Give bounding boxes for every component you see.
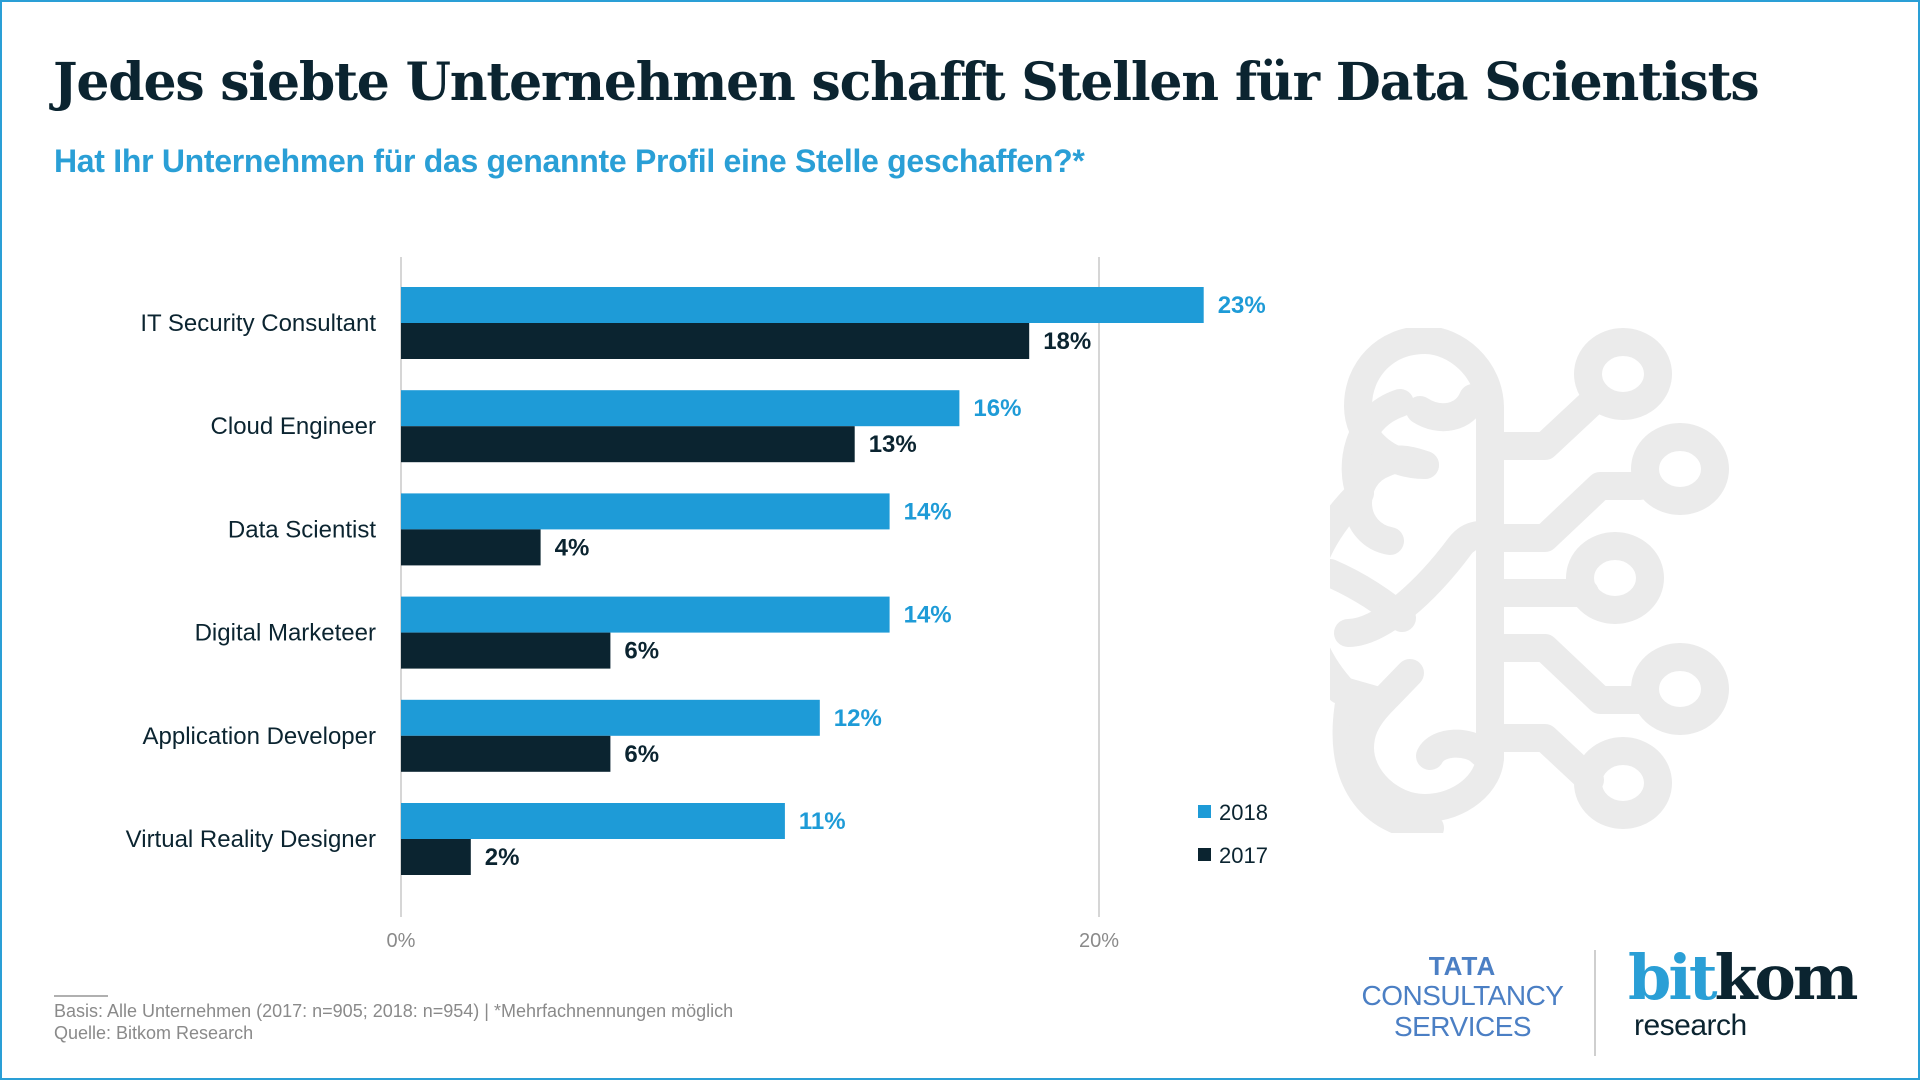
bar-2018	[401, 287, 1204, 323]
value-label-2017: 6%	[624, 638, 659, 665]
bar-2018	[401, 803, 785, 839]
bar-2017	[401, 426, 855, 463]
bar-2018	[401, 596, 890, 633]
bitkom-logo-kom: kom	[1714, 941, 1859, 1014]
tcs-logo-services: SERVICES	[1393, 1011, 1532, 1042]
tick-label-0: 0%	[387, 930, 416, 952]
bitkom-logo-bit: bit	[1628, 941, 1718, 1014]
category-label: Application Developer	[143, 723, 376, 750]
labels-layer: 0% 20% IT Security Consultant 23% 18% Cloud E…	[126, 292, 1266, 952]
footer-source: Quelle: Bitkom Research	[54, 1023, 254, 1043]
value-label-2018: 14%	[904, 498, 952, 525]
value-label-2018: 16%	[973, 395, 1021, 422]
legend-swatch-2018	[1198, 805, 1211, 818]
chart-title: Jedes siebte Unternehmen schafft Stellen…	[53, 52, 1760, 113]
bar-2017	[401, 632, 611, 669]
bar-2017	[401, 529, 541, 566]
value-label-2017: 4%	[555, 534, 590, 561]
tick-label-20: 20%	[1079, 930, 1119, 952]
bitkom-research-logo: bitkom research	[1628, 946, 1858, 1042]
bar-2017	[401, 839, 471, 875]
category-label: Virtual Reality Designer	[126, 826, 376, 853]
category-label: Data Scientist	[228, 516, 376, 543]
brain-circuit-icon	[1330, 328, 1729, 833]
bar-2018	[401, 390, 960, 427]
tcs-logo-consultancy: CONSULTANCY	[1361, 980, 1564, 1011]
bar-2017	[401, 323, 1030, 359]
tcs-logo-tata: TATA	[1428, 951, 1497, 981]
footer-note: Basis: Alle Unternehmen (2017: n=905; 20…	[54, 1001, 734, 1021]
bars-layer	[401, 287, 1204, 875]
value-label-2017: 13%	[869, 431, 917, 458]
chart-subtitle: Hat Ihr Unternehmen für das genannte Pro…	[54, 143, 1085, 179]
value-label-2018: 14%	[904, 602, 952, 629]
tcs-logo: TATA CONSULTANCY SERVICES	[1360, 952, 1565, 1042]
legend-label-2018: 2018	[1219, 800, 1268, 825]
bar-2018	[401, 493, 890, 530]
bitkom-logo-research: research	[1634, 1009, 1747, 1042]
value-label-2017: 6%	[624, 741, 659, 768]
logo-divider	[1594, 950, 1596, 1056]
footer-rule	[54, 995, 108, 997]
category-label: Digital Marketeer	[195, 620, 376, 647]
legend-label-2017: 2017	[1219, 843, 1268, 868]
value-label-2018: 23%	[1218, 292, 1266, 319]
category-label: IT Security Consultant	[140, 310, 376, 337]
value-label-2017: 18%	[1043, 328, 1091, 355]
value-label-2018: 12%	[834, 705, 882, 732]
value-label-2018: 11%	[799, 808, 846, 835]
legend-swatch-2017	[1198, 848, 1211, 861]
category-label: Cloud Engineer	[211, 413, 376, 440]
bar-2017	[401, 735, 611, 772]
bar-2018	[401, 699, 820, 736]
legend: 2018 2017	[1198, 800, 1268, 868]
value-label-2017: 2%	[485, 844, 520, 871]
